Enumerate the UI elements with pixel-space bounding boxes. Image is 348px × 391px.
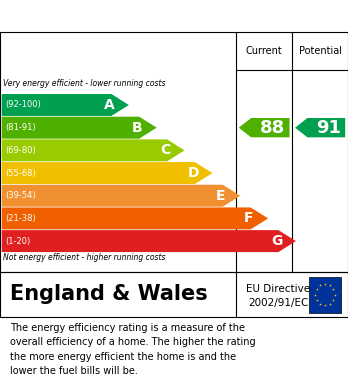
Text: The energy efficiency rating is a measure of the
overall efficiency of a home. T: The energy efficiency rating is a measur…	[10, 323, 256, 376]
Text: 91: 91	[316, 119, 341, 137]
Text: E: E	[216, 189, 226, 203]
Text: Not energy efficient - higher running costs: Not energy efficient - higher running co…	[3, 253, 166, 262]
Polygon shape	[295, 118, 345, 137]
Polygon shape	[2, 230, 296, 252]
Text: Very energy efficient - lower running costs: Very energy efficient - lower running co…	[3, 79, 166, 88]
Text: (21-38): (21-38)	[5, 214, 35, 223]
Text: Current: Current	[246, 46, 283, 56]
Polygon shape	[2, 94, 129, 116]
Text: 2002/91/EC: 2002/91/EC	[248, 298, 309, 308]
Text: (39-54): (39-54)	[5, 191, 35, 200]
Text: D: D	[187, 166, 199, 180]
Text: (1-20): (1-20)	[5, 237, 30, 246]
Bar	[309, 276, 341, 312]
Text: 88: 88	[260, 119, 285, 137]
Text: (81-91): (81-91)	[5, 123, 35, 132]
Text: F: F	[244, 212, 254, 225]
Text: (55-68): (55-68)	[5, 169, 35, 178]
Text: EU Directive: EU Directive	[246, 284, 310, 294]
Text: A: A	[104, 98, 115, 112]
Text: B: B	[132, 121, 143, 135]
Polygon shape	[2, 117, 157, 139]
Text: C: C	[160, 143, 171, 157]
Text: (92-100): (92-100)	[5, 100, 41, 109]
Text: G: G	[271, 234, 282, 248]
Polygon shape	[2, 162, 212, 184]
Text: (69-80): (69-80)	[5, 146, 35, 155]
Polygon shape	[2, 185, 240, 207]
Text: Energy Efficiency Rating: Energy Efficiency Rating	[7, 9, 217, 23]
Text: England & Wales: England & Wales	[10, 285, 208, 305]
Text: Potential: Potential	[299, 46, 342, 56]
Polygon shape	[239, 118, 290, 137]
Polygon shape	[2, 208, 268, 230]
Polygon shape	[2, 139, 184, 161]
